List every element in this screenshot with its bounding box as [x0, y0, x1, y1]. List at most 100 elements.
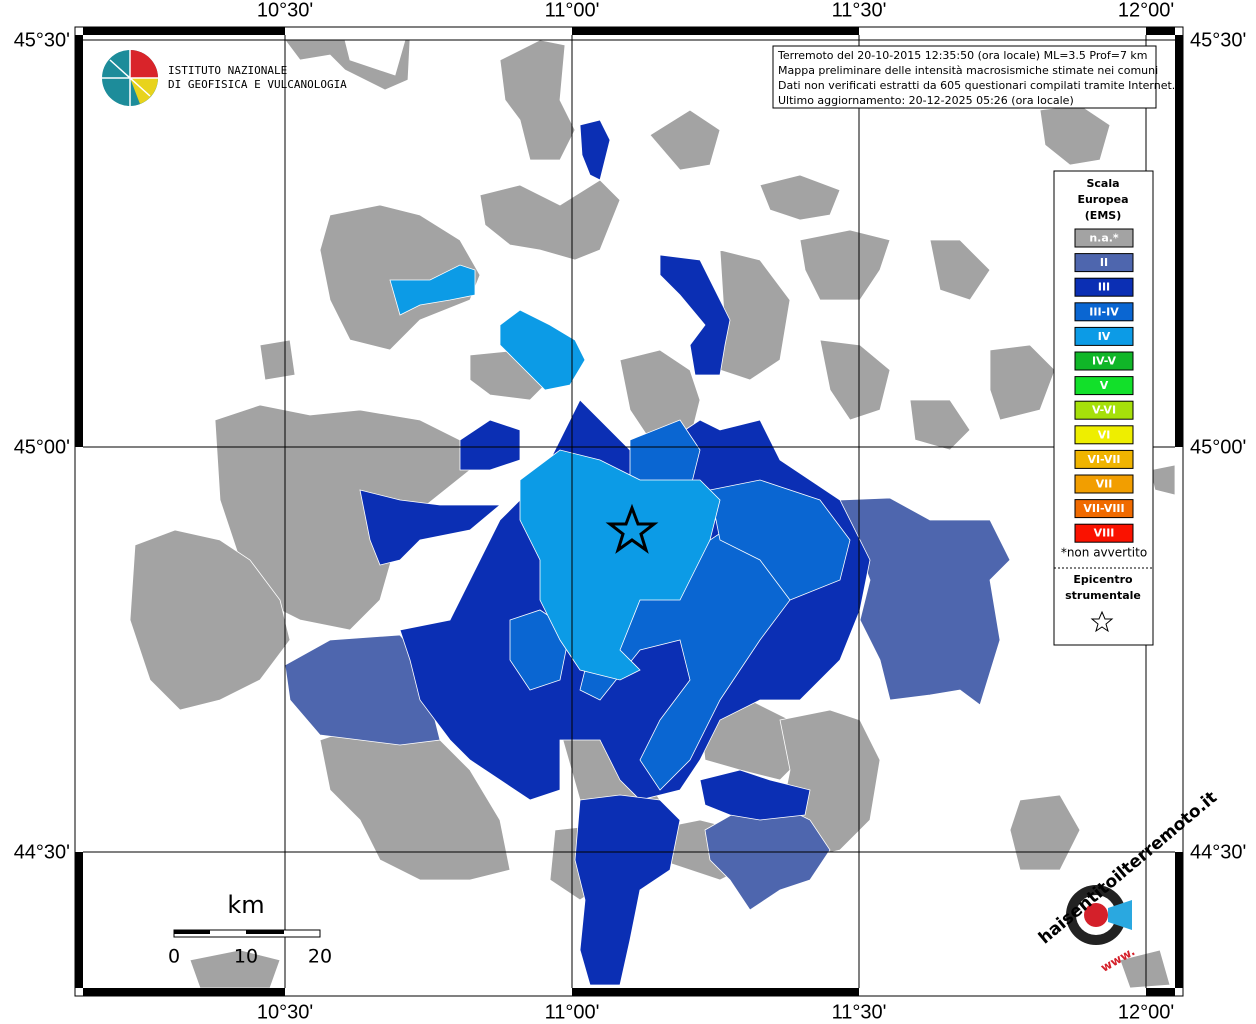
- region: [129, 529, 291, 711]
- region: [459, 419, 521, 471]
- epicenter-star: [605, 503, 659, 554]
- frame-bar: [1146, 27, 1175, 35]
- info-line: Ultimo aggiornamento: 20-12-2025 05:26 (…: [778, 94, 1074, 107]
- brand-horn: [1108, 900, 1132, 930]
- logo-text: DI GEOFISICA E VULCANOLOGIA: [168, 78, 347, 91]
- region: [319, 204, 481, 351]
- info-line: Dati non verificati estratti da 605 ques…: [778, 79, 1175, 92]
- lon-label: 12°00': [1118, 0, 1174, 21]
- lon-label: 10°30': [257, 0, 313, 21]
- scale-unit: km: [227, 891, 264, 919]
- region: [649, 109, 721, 171]
- legend-swatch: [1074, 425, 1134, 445]
- legend-label: VI-VII: [1087, 453, 1120, 466]
- region: [1009, 794, 1081, 871]
- info-box: [772, 45, 1157, 109]
- frame-bar: [83, 988, 285, 996]
- scale-label: 20: [308, 946, 332, 968]
- lon-label: 11°30': [832, 1001, 887, 1023]
- frame-bar: [75, 35, 83, 447]
- legend-label: V: [1100, 379, 1109, 392]
- legend-label: VII-VIII: [1083, 502, 1124, 515]
- scale-bar: km 0 10 20: [168, 891, 332, 968]
- legend-swatch: [1074, 523, 1134, 543]
- legend-swatch: [1074, 376, 1134, 396]
- legend-swatch: [1074, 228, 1134, 248]
- frame-bars: [75, 27, 1183, 996]
- frame-bar: [572, 988, 859, 996]
- legend-swatch: [1074, 253, 1134, 273]
- legend-label: IV: [1098, 330, 1111, 343]
- legend-label: III: [1098, 281, 1110, 294]
- region: [659, 254, 731, 376]
- legend-label: VI: [1098, 428, 1111, 441]
- region: [574, 794, 681, 986]
- frame-bar: [1175, 852, 1183, 988]
- region: [479, 179, 621, 261]
- legend-swatch: [1074, 351, 1134, 371]
- region: [579, 119, 611, 181]
- region: [799, 229, 891, 301]
- legend: Scala Europea (EMS) *non avvertito Epice…: [1053, 170, 1154, 646]
- region: [929, 239, 991, 301]
- region: [909, 399, 971, 451]
- legend-epicenter: Epicentro: [1073, 573, 1133, 586]
- legend-swatch: [1074, 449, 1134, 469]
- legend-label: III-IV: [1089, 305, 1119, 318]
- region: [519, 449, 721, 681]
- logo-sector: [130, 50, 158, 78]
- brand-circle: [1084, 903, 1108, 927]
- region: [1119, 949, 1171, 989]
- legend-swatch: [1074, 499, 1134, 519]
- logo-lines: [102, 50, 158, 106]
- lat-label: 45°00': [1190, 436, 1246, 458]
- region: [284, 634, 441, 746]
- frame-bar: [83, 27, 285, 35]
- region: [189, 949, 281, 989]
- frame-bar: [75, 852, 83, 988]
- region: [389, 264, 476, 316]
- lat-label: 45°30': [1190, 29, 1246, 51]
- region: [759, 174, 841, 221]
- lon-label: 11°00': [545, 1001, 600, 1023]
- legend-title: Scala: [1086, 177, 1119, 190]
- legend-title: (EMS): [1085, 209, 1121, 222]
- legend-swatch: [1074, 302, 1134, 322]
- lat-label: 45°00': [14, 436, 70, 458]
- regions: [129, 39, 1176, 989]
- legend-note: *non avvertito: [1061, 546, 1147, 560]
- frame-bar: [1175, 35, 1183, 447]
- region: [499, 39, 576, 161]
- lat-label: 44°30': [1190, 841, 1246, 863]
- region: [259, 339, 296, 381]
- lat-label: 45°30': [14, 29, 70, 51]
- legend-epicenter: strumentale: [1065, 589, 1141, 602]
- region: [699, 769, 811, 821]
- region: [359, 489, 502, 566]
- lat-label: 44°30': [14, 841, 70, 863]
- region: [989, 344, 1056, 421]
- region: [839, 497, 1011, 706]
- legend-swatch: [1074, 326, 1134, 346]
- lon-label: 12°00': [1118, 1001, 1174, 1023]
- lon-label: 11°30': [832, 0, 887, 21]
- logo-text: ISTITUTO NAZIONALE: [168, 64, 287, 77]
- region: [284, 39, 411, 91]
- frame-bar: [1146, 988, 1175, 996]
- info-line: Mappa preliminare delle intensità macros…: [778, 64, 1158, 77]
- lon-label: 10°30': [257, 1001, 313, 1023]
- scale-label: 0: [168, 946, 180, 968]
- legend-label: VIII: [1094, 527, 1115, 540]
- legend-star: [1090, 610, 1114, 633]
- scale-label: 10: [234, 946, 258, 968]
- legend-label: II: [1100, 256, 1108, 269]
- scale-segment: [246, 930, 284, 934]
- legend-label: V-VI: [1092, 404, 1116, 417]
- frame-bar: [572, 27, 859, 35]
- legend-label: IV-V: [1092, 355, 1117, 368]
- legend-swatch: [1074, 277, 1134, 297]
- region: [499, 309, 586, 391]
- ingv-logo: ISTITUTO NAZIONALE DI GEOFISICA E VULCAN…: [102, 50, 347, 106]
- legend-title: Europea: [1077, 193, 1128, 206]
